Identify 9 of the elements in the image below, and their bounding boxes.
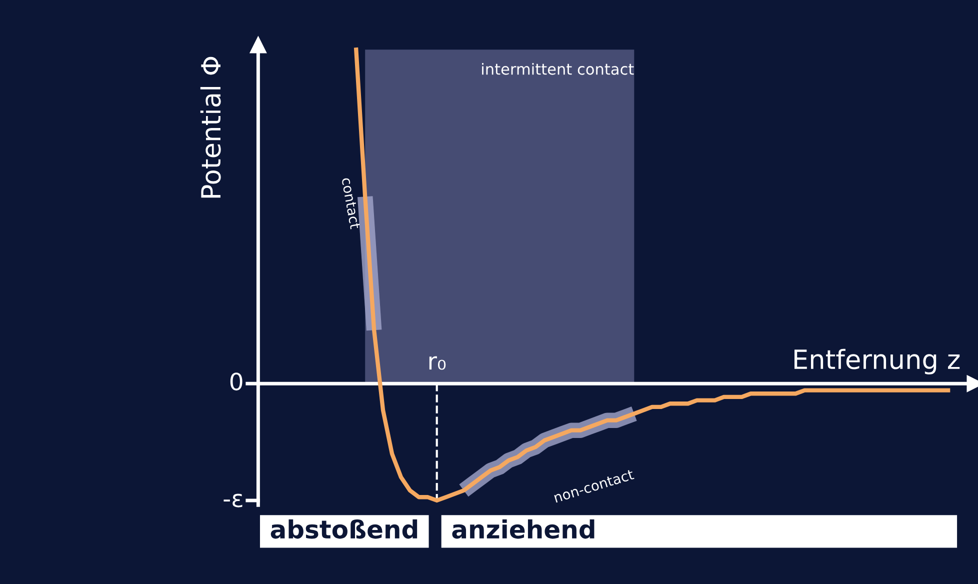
annotation: r₀ xyxy=(429,356,446,370)
text: abstoßend xyxy=(270,519,418,539)
series-label: intermittent contact xyxy=(482,63,634,75)
text: anziehend xyxy=(452,519,594,539)
y-axis-title: Potential Φ xyxy=(200,56,221,198)
text: 0 xyxy=(230,372,242,390)
text: contact xyxy=(342,177,360,230)
x-axis-title: Entfernung z xyxy=(794,348,960,374)
text: -ε xyxy=(224,494,242,508)
